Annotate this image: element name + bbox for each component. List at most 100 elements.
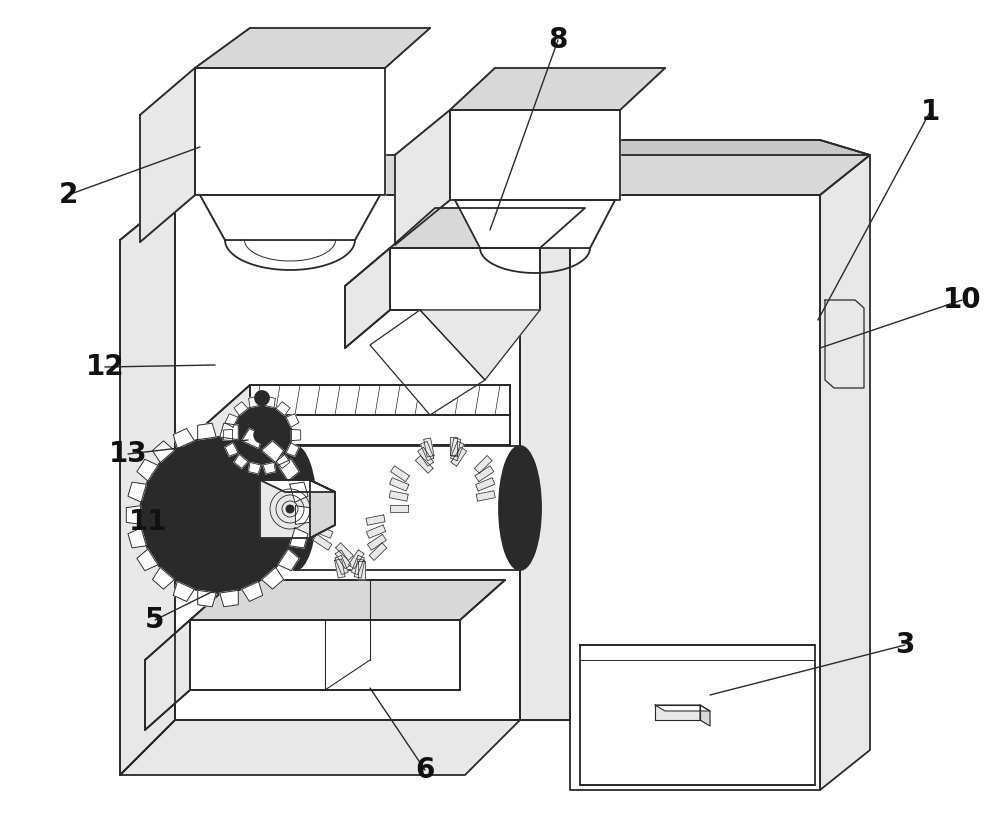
Circle shape <box>255 391 269 405</box>
Polygon shape <box>390 504 408 512</box>
Polygon shape <box>345 248 390 348</box>
Polygon shape <box>420 310 540 380</box>
Polygon shape <box>358 561 365 579</box>
Polygon shape <box>366 515 385 525</box>
Polygon shape <box>451 448 467 466</box>
Polygon shape <box>173 582 194 602</box>
Polygon shape <box>120 720 520 775</box>
Polygon shape <box>367 534 386 550</box>
Text: 1: 1 <box>920 98 940 126</box>
Ellipse shape <box>499 446 541 570</box>
Polygon shape <box>205 385 250 455</box>
Polygon shape <box>276 402 290 415</box>
Polygon shape <box>223 429 233 441</box>
Polygon shape <box>570 155 870 195</box>
Circle shape <box>232 405 292 465</box>
Polygon shape <box>175 195 520 720</box>
Polygon shape <box>418 448 434 466</box>
Polygon shape <box>370 310 485 415</box>
Polygon shape <box>234 454 248 468</box>
Text: 2: 2 <box>58 181 78 209</box>
Polygon shape <box>190 580 505 620</box>
Polygon shape <box>278 459 299 481</box>
Polygon shape <box>128 482 146 503</box>
Polygon shape <box>655 705 700 720</box>
Polygon shape <box>126 506 141 524</box>
Polygon shape <box>145 620 190 730</box>
Polygon shape <box>290 527 308 548</box>
Polygon shape <box>655 705 710 711</box>
Polygon shape <box>369 542 387 561</box>
Polygon shape <box>225 443 238 456</box>
Polygon shape <box>476 491 495 501</box>
Polygon shape <box>250 385 510 415</box>
Polygon shape <box>198 591 216 607</box>
Polygon shape <box>354 559 365 578</box>
Polygon shape <box>520 195 570 720</box>
Ellipse shape <box>274 446 316 570</box>
Polygon shape <box>620 140 870 155</box>
Polygon shape <box>225 414 238 428</box>
Polygon shape <box>260 480 335 538</box>
Polygon shape <box>450 110 620 200</box>
Polygon shape <box>173 428 194 448</box>
Polygon shape <box>242 428 263 448</box>
Polygon shape <box>700 705 710 726</box>
Polygon shape <box>389 491 408 501</box>
Text: 10: 10 <box>943 286 981 314</box>
Polygon shape <box>286 443 299 456</box>
Polygon shape <box>260 480 335 492</box>
Polygon shape <box>314 515 333 525</box>
Polygon shape <box>137 549 158 571</box>
Polygon shape <box>220 591 238 607</box>
Polygon shape <box>220 423 238 439</box>
Text: 5: 5 <box>145 606 165 634</box>
Polygon shape <box>336 542 353 561</box>
Polygon shape <box>313 534 332 550</box>
Circle shape <box>140 437 296 593</box>
Circle shape <box>208 505 228 525</box>
Polygon shape <box>450 438 461 457</box>
Text: 12: 12 <box>86 353 124 381</box>
Text: 3: 3 <box>895 631 915 659</box>
Polygon shape <box>262 567 284 589</box>
Polygon shape <box>152 441 174 463</box>
Polygon shape <box>140 68 195 242</box>
Polygon shape <box>335 550 351 569</box>
Polygon shape <box>242 582 263 602</box>
Text: 11: 11 <box>129 508 167 536</box>
Polygon shape <box>366 525 386 538</box>
Polygon shape <box>137 459 158 481</box>
Polygon shape <box>175 155 565 195</box>
Polygon shape <box>249 396 261 408</box>
Polygon shape <box>348 550 364 569</box>
Polygon shape <box>820 155 870 790</box>
Polygon shape <box>200 195 380 240</box>
Polygon shape <box>290 482 308 503</box>
Polygon shape <box>455 200 615 248</box>
Polygon shape <box>450 438 457 455</box>
Polygon shape <box>476 478 495 491</box>
Polygon shape <box>295 506 310 524</box>
Polygon shape <box>195 68 385 195</box>
Polygon shape <box>250 415 510 445</box>
Polygon shape <box>390 478 409 491</box>
Polygon shape <box>825 300 864 388</box>
Polygon shape <box>570 195 820 790</box>
Polygon shape <box>421 441 434 461</box>
Circle shape <box>504 464 532 492</box>
Polygon shape <box>450 68 665 110</box>
Polygon shape <box>314 525 333 538</box>
Text: 13: 13 <box>109 440 147 468</box>
Polygon shape <box>249 463 261 473</box>
Polygon shape <box>580 645 815 785</box>
Polygon shape <box>424 438 434 457</box>
Polygon shape <box>286 414 299 428</box>
Polygon shape <box>263 396 275 408</box>
Polygon shape <box>190 620 460 690</box>
Polygon shape <box>263 463 275 473</box>
Circle shape <box>259 395 265 401</box>
Polygon shape <box>120 195 175 775</box>
Polygon shape <box>278 549 299 571</box>
Polygon shape <box>198 423 216 439</box>
